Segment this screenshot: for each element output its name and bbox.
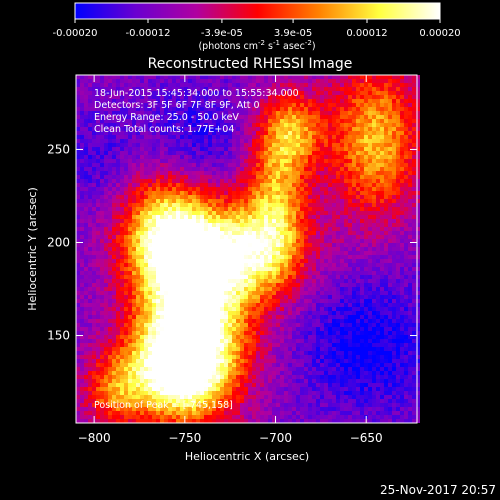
colorbar-tick-label: -0.00012 <box>126 28 171 39</box>
annotation-energy-range: Energy Range: 25.0 - 50.0 keV <box>94 112 239 123</box>
colorbar-units: (photons cm-2 s-1 asec-2) <box>198 39 315 52</box>
heatmap-image <box>76 75 420 423</box>
annotation-time-range: 18-Jun-2015 15:45:34.000 to 15:55:34.000 <box>94 88 299 99</box>
y-axis-ticks: 150 200 250 <box>47 142 417 343</box>
y-tick-label: 200 <box>47 235 70 249</box>
colorbar-tick-label: -0.00020 <box>53 28 98 39</box>
annotation-clean-counts: Clean Total counts: 1.77E+04 <box>94 124 234 135</box>
annotation-peak-position: Position of Peak = [-745,158] <box>94 400 233 411</box>
x-axis-label: Heliocentric X (arcsec) <box>185 450 309 463</box>
colorbar-tick-label: 0.00020 <box>419 28 460 39</box>
x-axis-ticks: −800 −750 −700 −650 <box>78 75 383 445</box>
footer-date: 25-Nov-2017 20:57 <box>380 483 496 497</box>
colorbar-tick-label: 3.9e-05 <box>274 28 312 39</box>
y-tick-label: 150 <box>47 329 70 343</box>
colorbar-tick-label: 0.00012 <box>346 28 387 39</box>
colorbar-ticks: -0.00020 -0.00012 -3.9e-05 3.9e-05 0.00012 0.… <box>53 19 461 39</box>
colorbar-tick-label: -3.9e-05 <box>201 28 243 39</box>
y-axis-label: Heliocentric Y (arcsec) <box>26 187 39 311</box>
plot-frame <box>75 74 418 424</box>
x-tick-label: −750 <box>168 431 201 445</box>
colorbar: -0.00020 -0.00012 -3.9e-05 3.9e-05 0.00012 0.… <box>53 2 461 52</box>
x-tick-label: −800 <box>78 431 111 445</box>
annotations: 18-Jun-2015 15:45:34.000 to 15:55:34.000… <box>94 88 299 411</box>
y-tick-label: 250 <box>47 142 70 156</box>
chart-title: Reconstructed RHESSI Image <box>148 56 353 72</box>
x-tick-label: −700 <box>259 431 292 445</box>
colorbar-gradient <box>74 2 441 20</box>
annotation-detectors: Detectors: 3F 5F 6F 7F 8F 9F, Att 0 <box>94 100 260 111</box>
x-tick-label: −650 <box>350 431 383 445</box>
